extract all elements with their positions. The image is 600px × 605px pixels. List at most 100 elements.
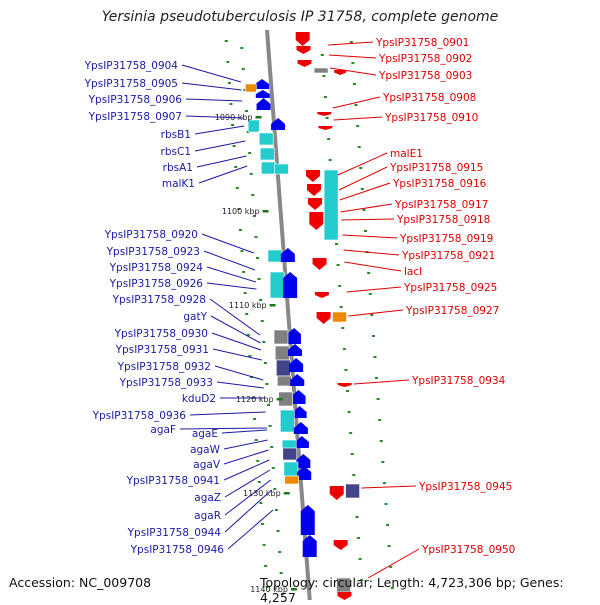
label-leaders: [179, 41, 420, 579]
dot-track-mark: [360, 579, 364, 581]
dot-track-mark: [362, 209, 366, 211]
right-leader-line: [348, 309, 404, 317]
dot-track-mark: [351, 62, 355, 64]
left-gene-label: YpsIP31758_0932: [117, 361, 211, 373]
right-leader-line: [343, 249, 400, 256]
scale-tick-label: 1100 kbp: [222, 207, 260, 216]
rna-feature-block: [267, 249, 283, 263]
left-leader-line: [185, 98, 243, 102]
dot-track-mark: [226, 61, 230, 63]
dot-track-mark: [229, 103, 233, 105]
forward-gene-arrow: [292, 406, 307, 418]
dot-track-mark: [358, 558, 362, 560]
scale-tick: [276, 398, 283, 401]
pseudo_dark-feature-block: [345, 483, 360, 499]
other-feature-block: [332, 311, 347, 323]
left-gene-label: kduD2: [182, 393, 216, 405]
rna-feature-block: [258, 132, 274, 146]
forward-gene-arrow: [256, 98, 271, 110]
right-leader-line: [338, 166, 388, 191]
dot-track-mark: [339, 306, 343, 308]
left-leader-line: [223, 439, 268, 450]
dot-track-mark: [347, 411, 351, 413]
dot-track-mark: [246, 334, 250, 336]
scale-tick-label: 1130 kbp: [243, 489, 281, 498]
topology-text: Topology: circular; Length: 4,723,306 bp…: [260, 575, 564, 605]
reverse-gene-arrow: [305, 170, 320, 182]
dot-track-mark: [390, 587, 394, 589]
reverse-gene-arrow: [329, 486, 344, 500]
reverse-gene-arrow: [297, 60, 312, 67]
dot-track-mark: [227, 82, 231, 84]
right-leader-line: [340, 203, 393, 213]
scale-tick-label: 1140 kbp: [250, 585, 288, 594]
rna-feature-block: [247, 119, 260, 133]
dot-track-mark: [336, 264, 340, 266]
left-leader-line: [216, 381, 264, 389]
dot-track-mark: [387, 545, 391, 547]
left-gene-label: YpsIP31758_0905: [84, 78, 178, 90]
scale-tick: [255, 116, 262, 119]
scale-tick: [269, 304, 276, 307]
scale-tick-label: 1110 kbp: [229, 301, 267, 310]
right-gene-label: YpsIP31758_0921: [401, 250, 495, 262]
grey-feature-block: [273, 329, 289, 345]
dot-track-mark: [386, 524, 390, 526]
dot-track-mark: [256, 460, 260, 462]
dot-track-mark: [325, 117, 329, 119]
forward-gene-arrow: [302, 535, 317, 557]
rna-feature-block: [259, 147, 275, 161]
left-leader-line: [203, 250, 256, 271]
forward-gene-arrow: [283, 272, 298, 298]
right-leader-line: [353, 379, 410, 385]
right-gene-label: YpsIP31758_0902: [378, 53, 472, 65]
dot-track-mark: [259, 502, 263, 504]
left-leader-line: [206, 266, 257, 283]
dot-track-mark: [251, 194, 255, 196]
left-leader-line: [211, 332, 262, 351]
left-gene-label: YpsIP31758_0930: [114, 328, 208, 340]
grey-feature-block: [313, 67, 329, 74]
left-leader-line: [181, 82, 242, 91]
dot-track-mark: [249, 173, 253, 175]
left-leader-line: [223, 459, 270, 481]
right-gene-label: YpsIP31758_0918: [396, 214, 490, 226]
right-leader-line: [328, 54, 377, 59]
dot-track-mark: [257, 481, 261, 483]
left-gene-label: YpsIP31758_0920: [104, 229, 198, 241]
dot-track-mark: [281, 593, 285, 595]
dot-tracks: [224, 40, 394, 595]
rna-feature-block: [280, 409, 295, 433]
left-leader-line: [224, 479, 272, 516]
dot-track-mark: [360, 188, 364, 190]
right-gene-label: YpsIP31758_0910: [384, 112, 478, 124]
dot-track-mark: [342, 348, 346, 350]
rna-feature-block: [274, 163, 289, 175]
dot-track-mark: [278, 551, 282, 553]
reverse-gene-arrow: [296, 46, 311, 54]
dot-track-mark: [357, 537, 361, 539]
reverse-gene-arrow: [308, 198, 323, 210]
dot-track-mark: [276, 530, 280, 532]
forward-gene-arrow: [288, 344, 302, 356]
dot-track-mark: [243, 89, 247, 91]
left-gene-label: agaV: [193, 459, 221, 471]
dot-track-mark: [384, 503, 388, 505]
reverse-gene-arrow: [337, 383, 352, 387]
dot-track-mark: [265, 383, 269, 385]
scale-tick-label: 1120 kbp: [236, 395, 274, 404]
forward-gene-arrow: [296, 454, 311, 468]
gene-features: [245, 32, 360, 600]
left-gene-label: agaF: [150, 424, 176, 436]
left-leader-line: [210, 315, 261, 344]
forward-gene-arrow: [294, 436, 309, 448]
dot-track-mark: [237, 208, 241, 210]
dot-track-mark: [245, 313, 249, 315]
reverse-gene-arrow: [337, 592, 352, 600]
reverse-gene-arrow: [307, 184, 321, 196]
dot-track-mark: [346, 390, 349, 392]
reverse-gene-arrow: [316, 312, 331, 324]
left-gene-label: rbsC1: [161, 146, 191, 158]
right-leader-line: [329, 67, 377, 76]
dot-track-mark: [240, 250, 244, 252]
